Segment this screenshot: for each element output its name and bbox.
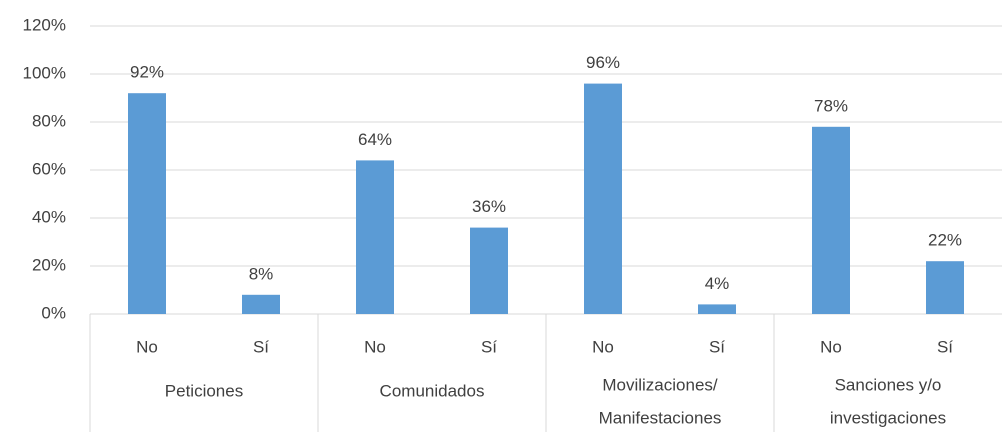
y-tick-label: 100% bbox=[23, 63, 66, 82]
value-label: 4% bbox=[705, 274, 730, 293]
y-tick-label: 60% bbox=[32, 159, 66, 178]
bar bbox=[128, 93, 166, 314]
value-label: 36% bbox=[472, 197, 506, 216]
value-label: 96% bbox=[586, 53, 620, 72]
x-tick-label: Sí bbox=[253, 337, 269, 356]
y-tick-label: 80% bbox=[32, 111, 66, 130]
group-label: Manifestaciones bbox=[599, 408, 722, 427]
bar bbox=[356, 160, 394, 314]
x-tick-label: No bbox=[364, 337, 386, 356]
y-tick-label: 0% bbox=[41, 303, 66, 322]
x-tick-label: No bbox=[820, 337, 842, 356]
bar bbox=[698, 304, 736, 314]
group-label: Movilizaciones/ bbox=[602, 375, 718, 394]
x-tick-label: Sí bbox=[709, 337, 725, 356]
group-label: Comunidados bbox=[380, 381, 485, 400]
y-tick-label: 40% bbox=[32, 207, 66, 226]
group-label: Peticiones bbox=[165, 381, 243, 400]
value-label: 22% bbox=[928, 231, 962, 250]
y-tick-label: 120% bbox=[23, 15, 66, 34]
bar bbox=[584, 83, 622, 314]
x-tick-label: Sí bbox=[937, 337, 953, 356]
y-tick-label: 20% bbox=[32, 255, 66, 274]
value-label: 92% bbox=[130, 63, 164, 82]
group-label: investigaciones bbox=[830, 408, 946, 427]
bar bbox=[812, 126, 850, 314]
value-label: 78% bbox=[814, 96, 848, 115]
bar bbox=[926, 261, 964, 314]
value-label: 64% bbox=[358, 130, 392, 149]
x-tick-label: Sí bbox=[481, 337, 497, 356]
x-tick-label: No bbox=[592, 337, 614, 356]
bar bbox=[242, 294, 280, 314]
value-label: 8% bbox=[249, 264, 274, 283]
bar bbox=[470, 227, 508, 314]
x-tick-label: No bbox=[136, 337, 158, 356]
group-label: Sanciones y/o bbox=[835, 375, 942, 394]
